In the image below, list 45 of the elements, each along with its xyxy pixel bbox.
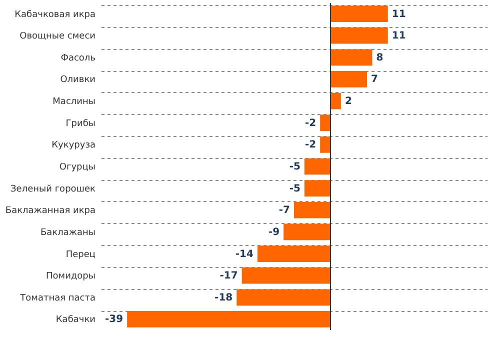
data-label: -5 — [289, 183, 300, 194]
y-tick-label: Овощные смеси — [20, 32, 96, 42]
y-tick-label: Маслины — [52, 97, 96, 108]
y-tick-label: Томатная паста — [19, 293, 96, 304]
bar — [330, 27, 388, 44]
bar — [257, 246, 331, 262]
y-tick-label: Кабачки — [56, 315, 96, 326]
y-tick-label: Баклажанная икра — [5, 206, 96, 216]
data-label: -2 — [304, 140, 316, 151]
data-label: -39 — [105, 314, 124, 326]
data-label: 8 — [376, 52, 384, 64]
bar — [236, 289, 331, 306]
y-tick-label: Помидоры — [46, 272, 96, 282]
data-label: 11 — [392, 8, 406, 20]
bar — [320, 114, 331, 132]
bar — [127, 311, 331, 328]
data-label: -18 — [214, 292, 233, 304]
bar — [330, 71, 368, 88]
y-tick-label: Оливки — [60, 75, 96, 86]
y-tick-label: Перец — [66, 250, 96, 260]
bar — [304, 180, 331, 196]
bar — [284, 224, 331, 240]
bar — [320, 136, 331, 153]
data-label: -17 — [220, 270, 238, 282]
data-label: 2 — [344, 96, 352, 108]
data-label: 7 — [371, 74, 378, 86]
y-tick-label: Зеленый горошек — [10, 184, 96, 194]
bar — [304, 158, 331, 175]
data-label: -7 — [278, 205, 290, 216]
y-tick-label: Грибы — [66, 118, 96, 129]
y-tick-label: Кабачковая икра — [14, 10, 96, 20]
bar — [330, 6, 388, 22]
bar — [242, 267, 331, 284]
data-label: -2 — [304, 118, 316, 129]
y-tick-label: Фасоль — [60, 53, 96, 64]
data-label: -14 — [235, 248, 254, 260]
bar — [330, 49, 372, 66]
data-label: -5 — [289, 162, 300, 172]
y-tick-label: Баклажаны — [40, 228, 96, 238]
y-tick-label: Огурцы — [59, 162, 96, 172]
bar — [330, 92, 341, 110]
data-label: 11 — [392, 30, 406, 42]
data-label: -9 — [268, 226, 280, 238]
y-tick-label: Кукуруза — [52, 140, 96, 151]
bar — [294, 202, 331, 218]
